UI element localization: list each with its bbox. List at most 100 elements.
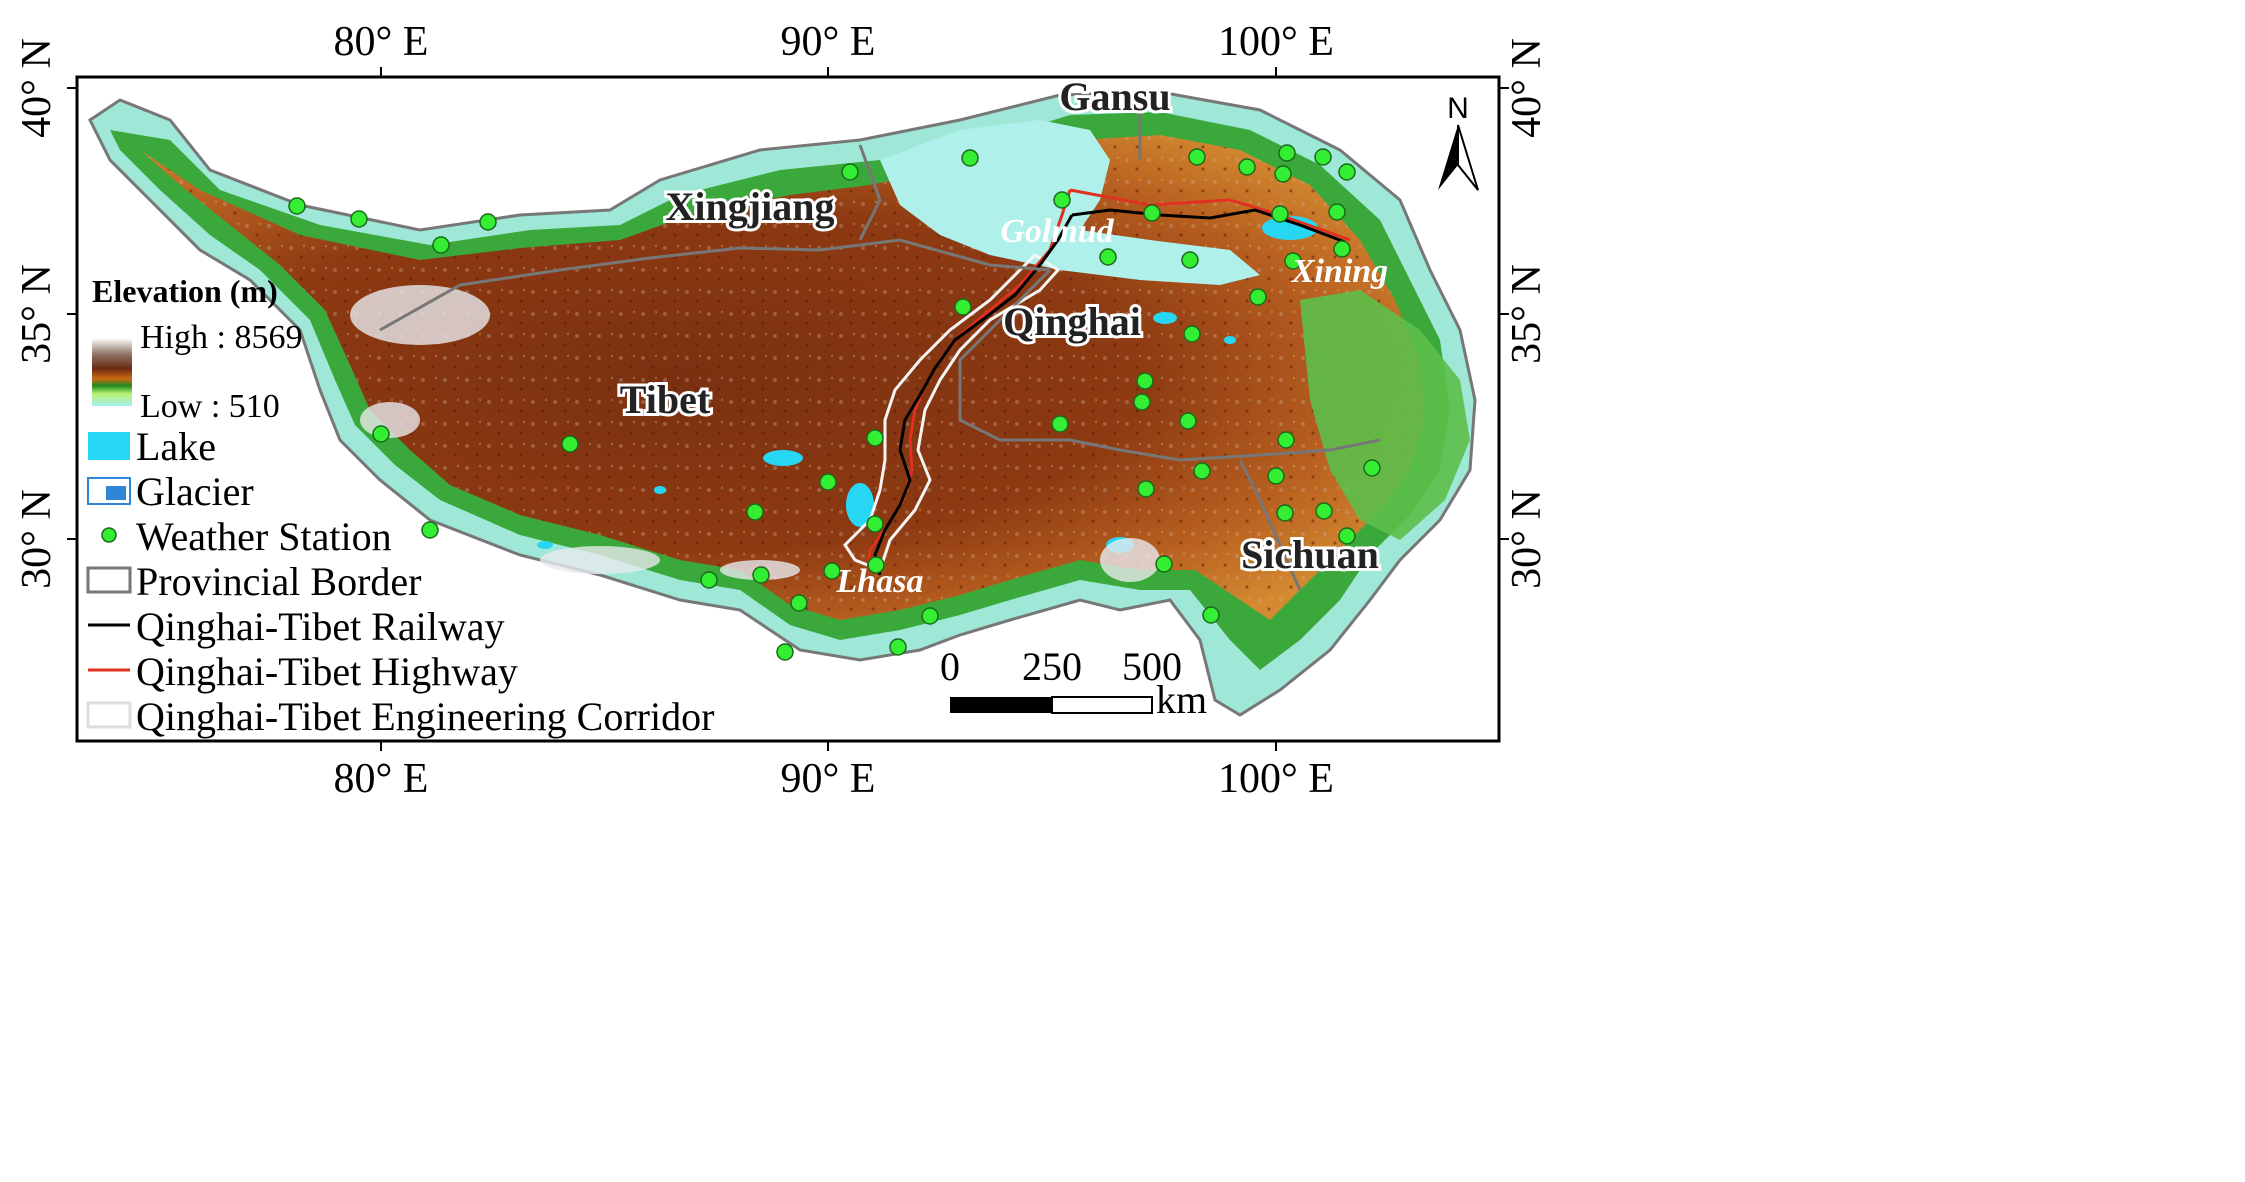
weather-station-marker (1277, 431, 1295, 449)
legend-label-corridor: Qinghai-Tibet Engineering Corridor (136, 694, 714, 739)
legend-elevation-low: Low : 510 (140, 388, 280, 425)
weather-station-marker (1193, 462, 1211, 480)
weather-station-marker (866, 515, 884, 533)
left-lat-label: 35° N (14, 264, 60, 364)
weather-station-marker (961, 149, 979, 167)
city-label-golmud: Golmud (1000, 213, 1114, 250)
bottom-lon-label: 100° E (1218, 756, 1334, 802)
weather-station-marker (288, 197, 306, 215)
eastern-lowlands (1300, 290, 1470, 540)
weather-station-marker (561, 435, 579, 453)
weather-station-marker (1314, 148, 1332, 166)
weather-station-marker (1333, 240, 1351, 258)
weather-station-marker (700, 571, 718, 589)
weather-station-marker (1051, 415, 1069, 433)
province-label-qinghai: Qinghai (1003, 299, 1141, 344)
weather-station-marker (1338, 527, 1356, 545)
weather-station-marker (1179, 412, 1197, 430)
weather-station-marker (867, 556, 885, 574)
glacier-swatch-fill (106, 486, 126, 500)
weather-station-marker (1136, 372, 1154, 390)
north-arrow-label: N (1447, 92, 1469, 125)
terrain-layer (88, 90, 1477, 717)
legend-label-railway: Qinghai-Tibet Railway (136, 604, 505, 649)
scale-unit: km (1156, 677, 1207, 722)
corridor-box-icon (86, 701, 132, 729)
weather-station-marker (350, 210, 368, 228)
weather-station-marker (432, 236, 450, 254)
province-label-gansu: Gansu (1059, 74, 1170, 119)
railway-north (1071, 208, 1346, 244)
weather-station-marker (1274, 165, 1292, 183)
weather-station-marker (1267, 467, 1285, 485)
weather-stations (288, 144, 1381, 661)
weather-station-marker (1284, 252, 1302, 270)
weather-station-marker (889, 638, 907, 656)
provincial-borders (379, 110, 1381, 591)
weather-station-marker (479, 213, 497, 231)
weather-station-marker (1338, 163, 1356, 181)
weather-station-marker (1053, 191, 1071, 209)
weather-station-marker (954, 298, 972, 316)
weather-station-marker (1183, 325, 1201, 343)
scale-segment-black (950, 697, 1052, 713)
weather-station-marker (1276, 504, 1294, 522)
lake-swatch-icon (88, 432, 130, 460)
legend-elevation-title: Elevation (m) (92, 273, 278, 309)
top-lon-label: 90° E (781, 19, 876, 65)
scale-tick-0: 0 (940, 644, 960, 689)
weather-station-marker (1143, 204, 1161, 222)
axis-ticks (67, 67, 1509, 751)
scale-tick-500: 500 (1122, 644, 1182, 689)
scale-tick-250: 250 (1022, 644, 1082, 689)
weather-station-marker (1137, 480, 1155, 498)
weather-station-marker (1278, 144, 1296, 162)
weather-station-marker (752, 566, 770, 584)
weather-station-marker (1271, 205, 1289, 223)
weather-station-marker (776, 643, 794, 661)
weather-station-icon (101, 527, 117, 543)
left-lat-label: 40° N (14, 38, 60, 138)
north-arrow-icon: N (1438, 92, 1479, 191)
province-label-tibet: Tibet (620, 377, 711, 422)
legend-label-lake: Lake (136, 424, 216, 469)
railway-line (873, 214, 1074, 576)
province-label-sichuan: Sichuan (1241, 532, 1379, 577)
weather-station-marker (921, 607, 939, 625)
weather-station-marker (1188, 148, 1206, 166)
bottom-lon-label: 80° E (334, 756, 429, 802)
weather-station-marker (841, 163, 859, 181)
weather-station-marker (819, 473, 837, 491)
weather-station-marker (1238, 158, 1256, 176)
right-lat-label: 35° N (1504, 264, 1550, 364)
weather-station-marker (1363, 459, 1381, 477)
legend: Elevation (m) High : 8569 Low : 510 Lake… (86, 273, 714, 739)
weather-station-marker (1328, 203, 1346, 221)
bottom-lon-label: 90° E (781, 756, 876, 802)
weather-station-marker (1155, 555, 1173, 573)
weather-station-marker (1133, 393, 1151, 411)
legend-label-weather-station: Weather Station (136, 514, 392, 559)
weather-station-marker (1099, 248, 1117, 266)
weather-station-marker (421, 521, 439, 539)
weather-station-marker (866, 429, 884, 447)
city-label-xining: Xining (1291, 253, 1388, 290)
weather-station-marker (790, 594, 808, 612)
weather-station-marker (823, 562, 841, 580)
scale-bar: 0 250 500 km (940, 644, 1207, 722)
top-lon-label: 100° E (1218, 19, 1334, 65)
city-label-lhasa: Lhasa (836, 563, 924, 600)
highway-north (1069, 188, 1351, 242)
legend-elevation-high: High : 8569 (140, 319, 302, 356)
weather-station-marker (1315, 502, 1333, 520)
legend-label-highway: Qinghai-Tibet Highway (136, 649, 518, 694)
top-lon-label: 80° E (334, 19, 429, 65)
right-lat-label: 30° N (1504, 489, 1550, 589)
elevation-ramp (92, 338, 132, 406)
right-lat-label: 40° N (1504, 38, 1550, 138)
weather-station-marker (746, 503, 764, 521)
weather-station-marker (1202, 606, 1220, 624)
provincial-border-icon (86, 566, 132, 594)
scale-segment-white (1051, 696, 1153, 714)
province-label-xingjiang: Xingjiang (666, 184, 835, 229)
